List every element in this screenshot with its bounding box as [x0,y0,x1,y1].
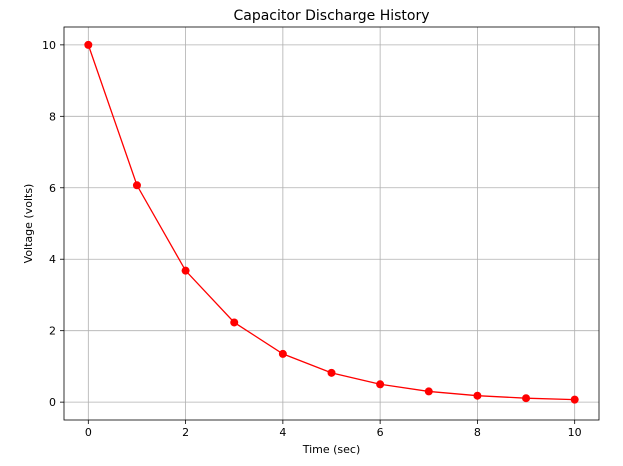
y-tick-label: 8 [49,110,56,123]
y-axis-label: Voltage (volts) [22,184,35,264]
x-tick-label: 6 [377,426,384,439]
grid [64,27,599,420]
data-point [230,318,239,327]
ticks: 0 2 4 6 8 10 0 2 4 6 8 10 [42,39,582,439]
y-tick-label: 10 [42,39,56,52]
data-point [84,40,93,49]
data-point [424,387,433,396]
chart-title: Capacitor Discharge History [233,8,429,24]
plot-frame [63,26,600,421]
data-point [376,380,385,389]
data-point [570,395,579,404]
x-tick-label: 8 [474,426,481,439]
x-tick-label: 2 [182,426,189,439]
data-point [327,368,336,377]
data-point [132,181,141,190]
x-tick-label: 10 [568,426,582,439]
series-line [87,44,575,401]
data-point [181,266,190,275]
data-point [278,349,287,358]
series-layer [84,40,579,404]
y-tick-label: 6 [49,182,56,195]
data-point [522,394,531,403]
y-tick-label: 4 [49,253,56,266]
data-point [473,391,482,400]
y-tick-label: 0 [49,396,56,409]
x-axis-label: Time (sec) [302,443,361,456]
y-tick-label: 2 [49,325,56,338]
x-tick-label: 4 [279,426,286,439]
x-tick-label: 0 [85,426,92,439]
